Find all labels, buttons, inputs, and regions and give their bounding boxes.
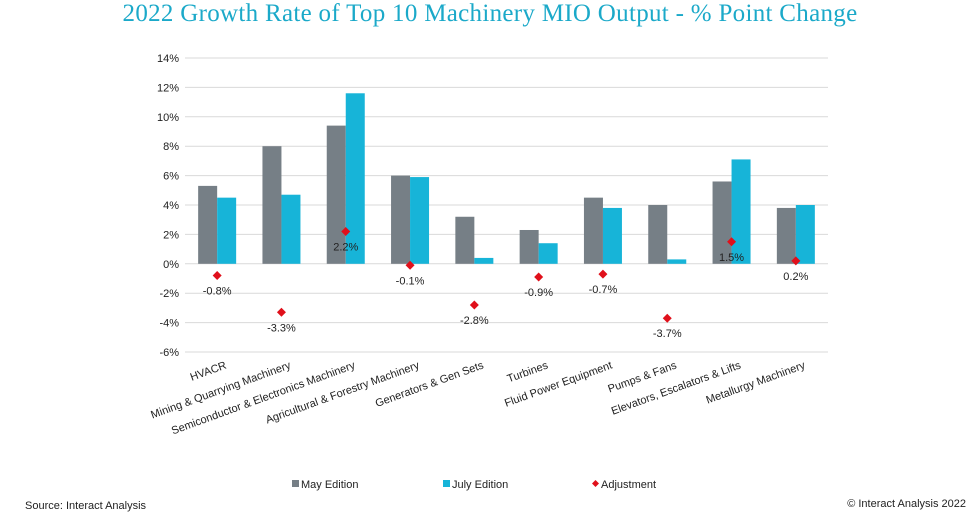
bar-may-edition xyxy=(776,207,796,264)
bar-may-edition xyxy=(712,181,732,264)
y-tick-label: 0% xyxy=(163,259,179,271)
adjustment-marker xyxy=(598,269,608,279)
y-tick-label: -6% xyxy=(159,347,179,359)
x-category-label: Generators & Gen Sets xyxy=(374,359,486,410)
bar-july-edition xyxy=(474,257,494,264)
bar-may-edition xyxy=(648,205,668,264)
adjustment-label: 2.2% xyxy=(333,241,358,253)
y-tick-label: -2% xyxy=(159,288,179,300)
bar-july-edition xyxy=(345,93,365,264)
legend-swatch xyxy=(443,480,450,487)
bar-july-edition xyxy=(795,205,815,264)
grid-layer xyxy=(185,57,828,353)
markers-layer: -0.8% -3.3% 2.2% -0.1% -2.8% -0.9% -0.7% -3.7% 1… xyxy=(203,226,809,340)
bar-may-edition xyxy=(583,197,603,264)
x-category-label: HVACR xyxy=(189,360,229,384)
y-tick-label: 6% xyxy=(163,171,179,183)
adjustment-marker xyxy=(276,307,286,317)
y-tick-label: 8% xyxy=(163,141,179,153)
adjustment-label: -3.3% xyxy=(267,322,296,334)
adjustment-label: -0.8% xyxy=(203,286,232,298)
y-tick-label: 4% xyxy=(163,200,179,212)
y-tick-label: -4% xyxy=(159,318,179,330)
bar-may-edition xyxy=(391,175,411,264)
source-note: Source: Interact Analysis xyxy=(25,500,147,512)
chart-title: 2022 Growth Rate of Top 10 Machinery MIO… xyxy=(122,0,858,27)
bar-july-edition xyxy=(217,197,237,264)
adjustment-marker xyxy=(534,272,544,282)
bar-july-edition xyxy=(731,159,751,264)
bar-july-edition xyxy=(538,243,558,264)
adjustment-marker xyxy=(791,256,801,266)
bar-july-edition xyxy=(281,194,301,264)
adjustment-marker xyxy=(405,260,415,270)
bars-layer xyxy=(198,93,815,264)
legend-label: Adjustment xyxy=(601,479,656,491)
bar-july-edition xyxy=(667,259,687,264)
x-category-label: Fluid Power Equipment xyxy=(503,360,614,410)
adjustment-label: -0.1% xyxy=(396,275,425,287)
bar-may-edition xyxy=(262,146,282,264)
adjustment-marker xyxy=(662,313,672,323)
adjustment-label: -3.7% xyxy=(653,328,682,340)
bar-may-edition xyxy=(455,216,475,264)
adjustment-marker xyxy=(727,237,737,247)
legend-swatch xyxy=(292,480,299,487)
legend-label: May Edition xyxy=(301,479,358,491)
adjustment-label: -0.7% xyxy=(589,284,618,296)
legend-label: July Edition xyxy=(452,479,508,491)
x-category-label: Turbines xyxy=(506,359,550,385)
copyright-note: © Interact Analysis 2022 xyxy=(847,498,966,510)
y-tick-label: 10% xyxy=(157,112,179,124)
y-tick-label: 12% xyxy=(157,82,179,94)
legend-swatch xyxy=(592,480,599,487)
y-tick-label: 14% xyxy=(157,53,179,65)
bar-may-edition xyxy=(519,229,539,264)
bar-july-edition xyxy=(410,177,430,264)
adjustment-marker xyxy=(212,271,222,281)
adjustment-label: -0.9% xyxy=(524,287,553,299)
adjustment-marker xyxy=(341,226,351,236)
adjustment-label: 1.5% xyxy=(719,252,744,264)
bar-july-edition xyxy=(602,207,622,264)
y-tick-labels: -6% -4% -2% 0% 2% 4% 6% 8% 10% 12% 14% xyxy=(157,53,179,359)
adjustment-label: 0.2% xyxy=(783,271,808,283)
bar-may-edition xyxy=(326,125,346,264)
adjustment-label: -2.8% xyxy=(460,315,489,327)
adjustment-marker xyxy=(469,300,479,310)
y-tick-label: 2% xyxy=(163,229,179,241)
bar-may-edition xyxy=(198,185,218,264)
legend: May Edition July Edition Adjustment xyxy=(292,479,656,491)
